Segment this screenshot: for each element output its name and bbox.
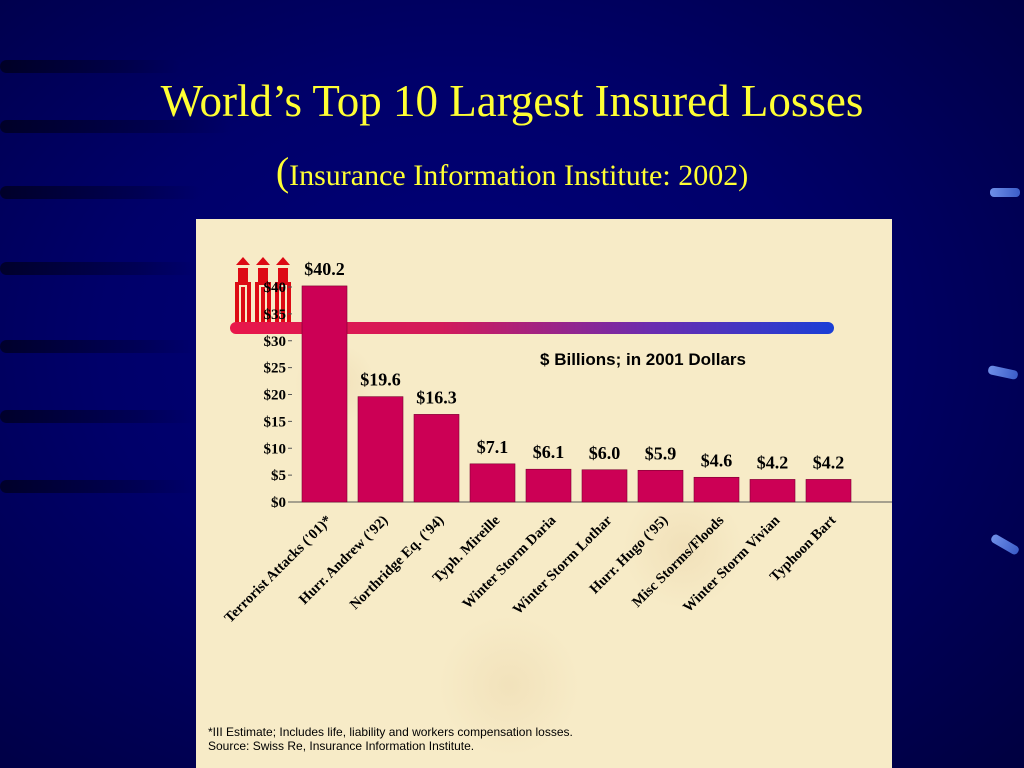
footnote-line-2: Source: Swiss Re, Insurance Information …: [208, 739, 475, 753]
y-tick-label: $20: [264, 388, 287, 404]
category-label: Winter Storm Daria: [460, 512, 560, 612]
bar-value-label: $6.1: [533, 442, 565, 462]
bar-value-label: $5.9: [645, 443, 677, 463]
y-tick-label: $0: [271, 495, 286, 511]
y-tick-label: $10: [264, 441, 287, 457]
footnote: *III Estimate; Includes life, liability …: [208, 725, 573, 753]
y-tick-label: $30: [264, 334, 287, 350]
background-stripe: [0, 60, 180, 73]
bar-value-label: $7.1: [477, 437, 509, 457]
bar: [805, 479, 852, 503]
category-label: Misc Storms/Floods: [629, 512, 727, 610]
subtitle-text: Insurance Information Institute: 2002): [289, 159, 749, 192]
bar: [637, 469, 684, 503]
value-labels-group: $40.2 $19.6 $16.3 $7.1 $6.1 $6.0 $5.9 $4.6 $4.2 $…: [304, 259, 844, 473]
bar: [413, 414, 460, 503]
slide-title: World’s Top 10 Largest Insured Losses: [160, 76, 864, 126]
subtitle-open-paren: (: [275, 149, 290, 194]
bar: [749, 479, 796, 503]
unit-label: $ Billions; in 2001 Dollars: [540, 350, 746, 369]
y-tick-label: $40: [264, 280, 287, 296]
banner-bar: [230, 322, 834, 334]
background-stripe: [0, 340, 196, 353]
bar-value-label: $4.2: [757, 452, 789, 472]
bar: [525, 468, 572, 503]
bar-value-label: $19.6: [360, 370, 401, 390]
category-label: Terrorist Attacks ('01)*: [221, 513, 335, 627]
y-tick-label: $25: [264, 361, 287, 377]
category-label: Winter Storm Vivian: [680, 513, 783, 616]
bar: [581, 469, 628, 503]
footnote-line-1: *III Estimate; Includes life, liability …: [208, 725, 573, 739]
bar-value-label: $40.2: [304, 259, 345, 279]
iii-logo: [235, 257, 291, 328]
bars-group: [301, 285, 852, 503]
bar-value-label: $4.6: [701, 450, 733, 470]
bar-chart: $0 $5 $10 $15 $20 $25 $30 $35 $40 $40.2 $19.6 $16.…: [221, 257, 892, 626]
background-stripe: [0, 120, 230, 133]
category-label: Winter Storm Lothar: [510, 512, 616, 618]
bar: [301, 285, 348, 503]
bar: [693, 476, 740, 503]
bar-value-label: $16.3: [416, 387, 457, 407]
category-label: Northridge Eq. ('94): [347, 512, 448, 613]
y-tick-label: $15: [264, 414, 287, 430]
background-stripe: [0, 480, 196, 493]
bar: [357, 396, 404, 503]
background-stripe: [0, 262, 196, 275]
background-stripe: [0, 186, 200, 199]
bar-value-label: $6.0: [589, 443, 621, 463]
bar: [469, 463, 516, 503]
y-tick-label: $5: [271, 468, 286, 484]
chart-panel: $0 $5 $10 $15 $20 $25 $30 $35 $40 $40.2 $19.6 $16.…: [196, 219, 892, 768]
background-accent: [989, 533, 1021, 556]
y-tick-label: $35: [264, 307, 287, 323]
background-stripe: [0, 410, 196, 423]
background-accent: [987, 364, 1019, 381]
slide-subtitle: (Insurance Information Institute: 2002): [0, 150, 1024, 203]
background-accent: [990, 188, 1020, 197]
bar-value-label: $4.2: [813, 452, 845, 472]
category-labels-group: Terrorist Attacks ('01)*Hurr. Andrew ('9…: [221, 512, 839, 626]
